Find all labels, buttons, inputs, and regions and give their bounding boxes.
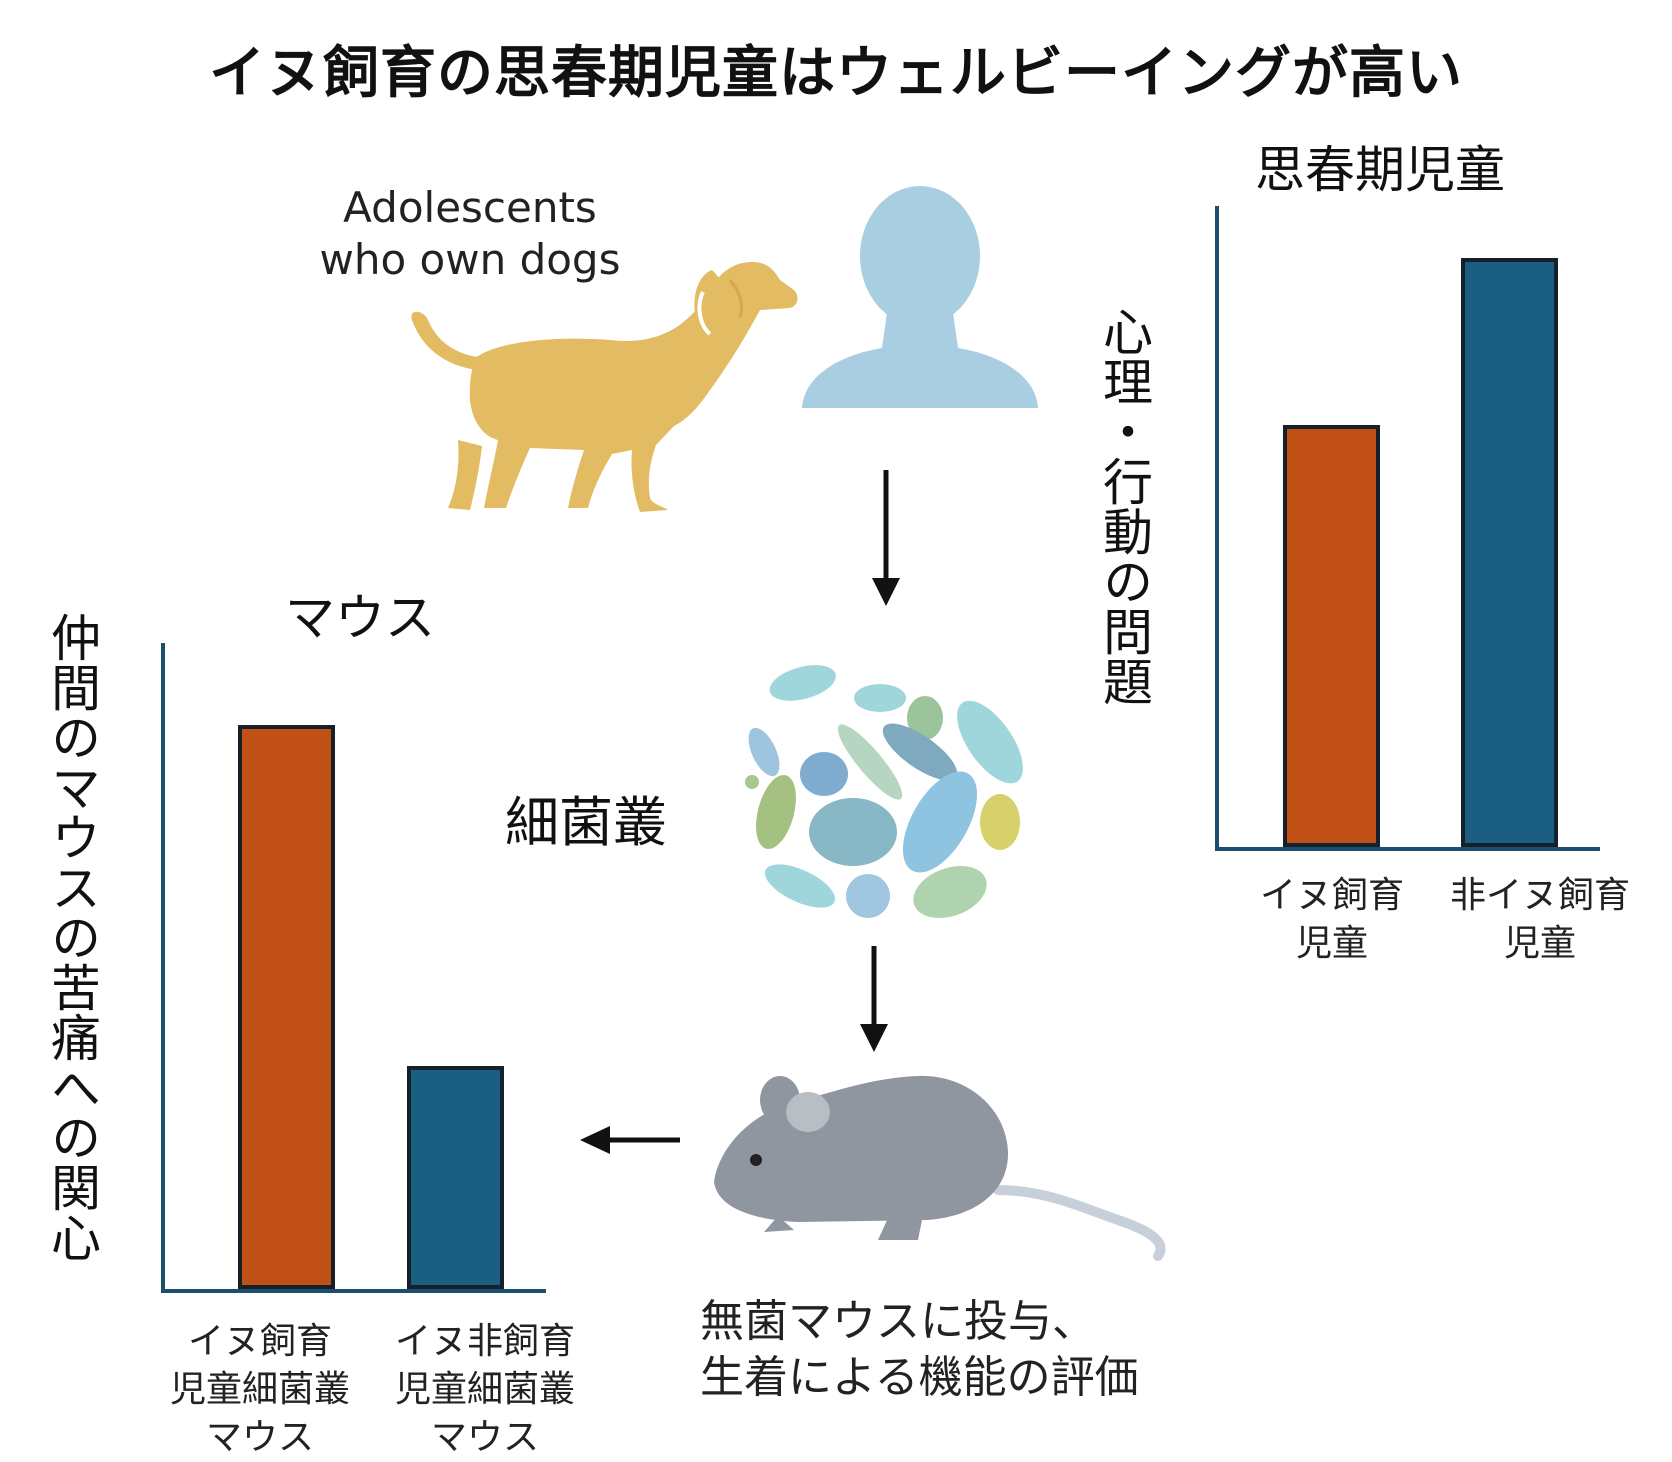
arrow-down-icon [860,946,888,1052]
y-axis [1215,206,1219,851]
person-icon [802,186,1038,408]
bacteria-icon [745,665,1023,919]
category-label: イヌ非飼育 児童細菌叢 マウス [380,1318,590,1462]
category-label-line: 児童 [1295,923,1368,964]
y-axis [161,643,165,1293]
dog-icon [411,262,798,512]
chart-title: マウス [285,589,435,647]
category-label-line: マウス [205,1417,314,1458]
category-label-line: イヌ飼育 [187,1321,332,1362]
bar-non-dog-children [1461,258,1558,847]
bar-dog-owning-children [1283,425,1380,847]
dog-owner-caption: Adolescents who own dogs [300,182,640,286]
mouse-icon [714,1075,1166,1261]
x-axis [1215,847,1600,851]
arrow-left-icon [580,1126,680,1154]
mouse-caption-line-2: 生着による機能の評価 [700,1352,1139,1403]
page-title: イヌ飼育の思春期児童はウェルビーイングが高い [209,41,1463,106]
y-axis-label: 心理・行動の問題 [1095,306,1153,706]
mouse-caption-line-1: 無菌マウスに投与、 [700,1296,1096,1347]
microbiome-label: 細菌叢 [505,791,667,854]
category-label: 非イヌ飼育 児童 [1430,872,1650,968]
category-label: イヌ飼育 児童 [1232,872,1432,968]
x-axis [161,1289,546,1293]
category-label-line: 非イヌ飼育 [1449,875,1630,916]
category-label-line: 児童細菌叢 [169,1369,350,1410]
category-label-line: マウス [430,1417,539,1458]
dog-owner-caption-line-2: who own dogs [319,235,621,284]
category-label: イヌ飼育 児童細菌叢 マウス [155,1318,365,1462]
bar-dog-microbiome-mice [238,725,335,1289]
dog-owner-caption-line-1: Adolescents [343,183,597,232]
category-label-line: イヌ非飼育 [394,1321,575,1362]
bar-non-dog-microbiome-mice [407,1066,504,1289]
chart-title: 思春期児童 [1255,141,1505,199]
y-axis-label: 仲間のマウスの苦痛への関心 [43,612,101,1262]
category-label-line: 児童細菌叢 [394,1369,575,1410]
category-label-line: イヌ飼育 [1259,875,1404,916]
mouse-caption: 無菌マウスに投与、 生着による機能の評価 [700,1294,1139,1406]
arrow-down-icon [872,470,900,606]
category-label-line: 児童 [1503,923,1576,964]
